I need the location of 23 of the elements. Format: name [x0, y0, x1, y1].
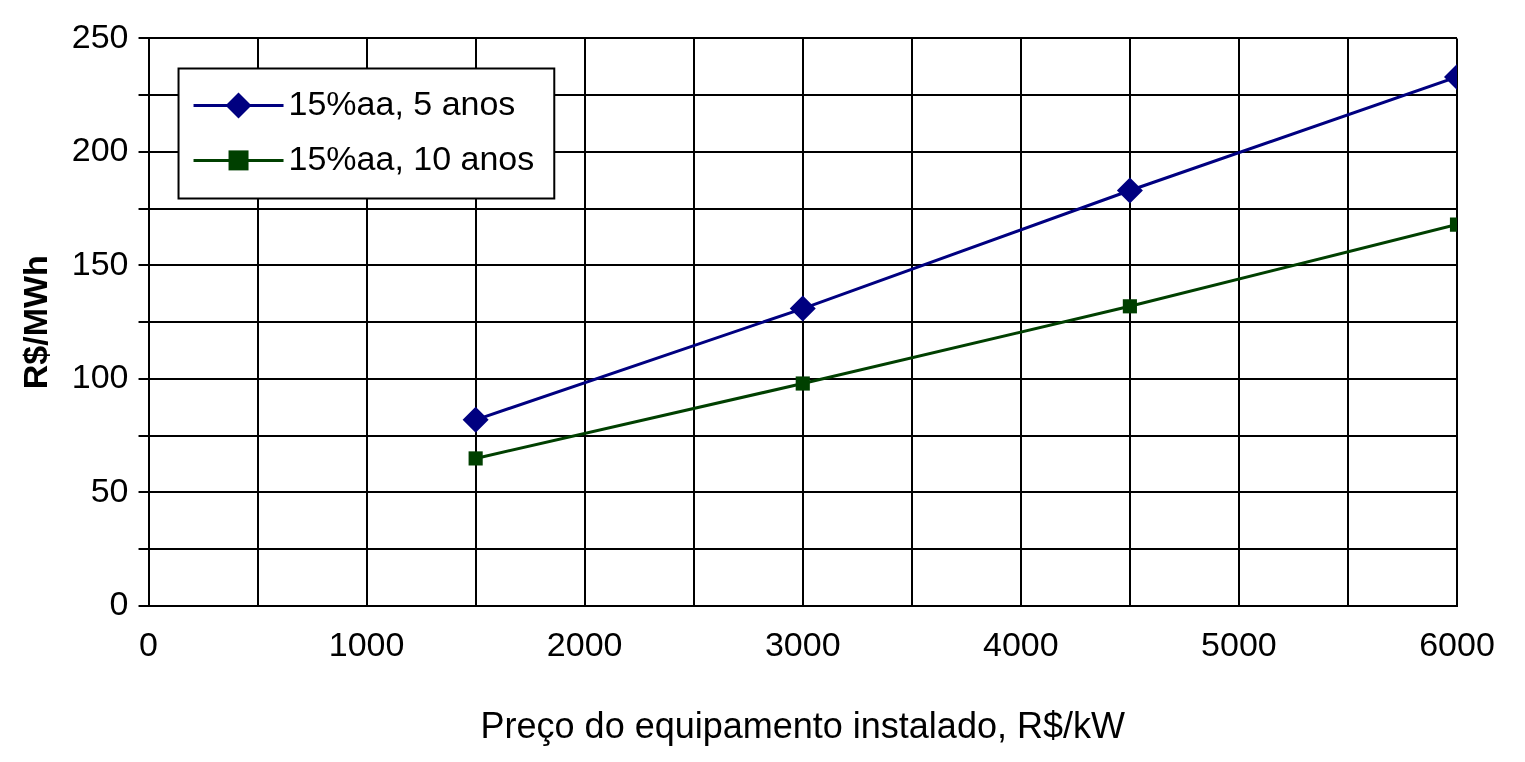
legend-label: 15%aa, 5 anos: [288, 83, 516, 122]
x-tick-label: 5000: [1201, 624, 1277, 663]
point: [789, 295, 816, 322]
point: [1116, 177, 1143, 204]
y-tick-label: 100: [71, 357, 129, 396]
y-tick-label: 50: [90, 470, 129, 509]
y-tick-label: 250: [71, 16, 129, 55]
point: [462, 406, 489, 433]
x-tick-label: 2000: [546, 624, 623, 663]
point: [1122, 299, 1137, 314]
x-tick-label: 4000: [983, 624, 1059, 663]
legend-label: 15%aa, 10 anos: [288, 138, 535, 177]
x-tick-label: 0: [139, 624, 158, 663]
x-tick-label: 3000: [764, 624, 841, 663]
y-tick-label: 200: [71, 130, 129, 169]
y-axis-title: R$/MWh: [15, 255, 54, 390]
point: [795, 376, 810, 391]
y-tick-label: 0: [109, 584, 129, 623]
point: [468, 451, 483, 466]
x-axis-title: Preço do equipamento instalado, R$/kW: [480, 705, 1125, 747]
y-tick-label: 150: [71, 243, 129, 282]
x-tick-label: 1000: [328, 624, 405, 663]
x-tick-label: 6000: [1419, 624, 1495, 663]
